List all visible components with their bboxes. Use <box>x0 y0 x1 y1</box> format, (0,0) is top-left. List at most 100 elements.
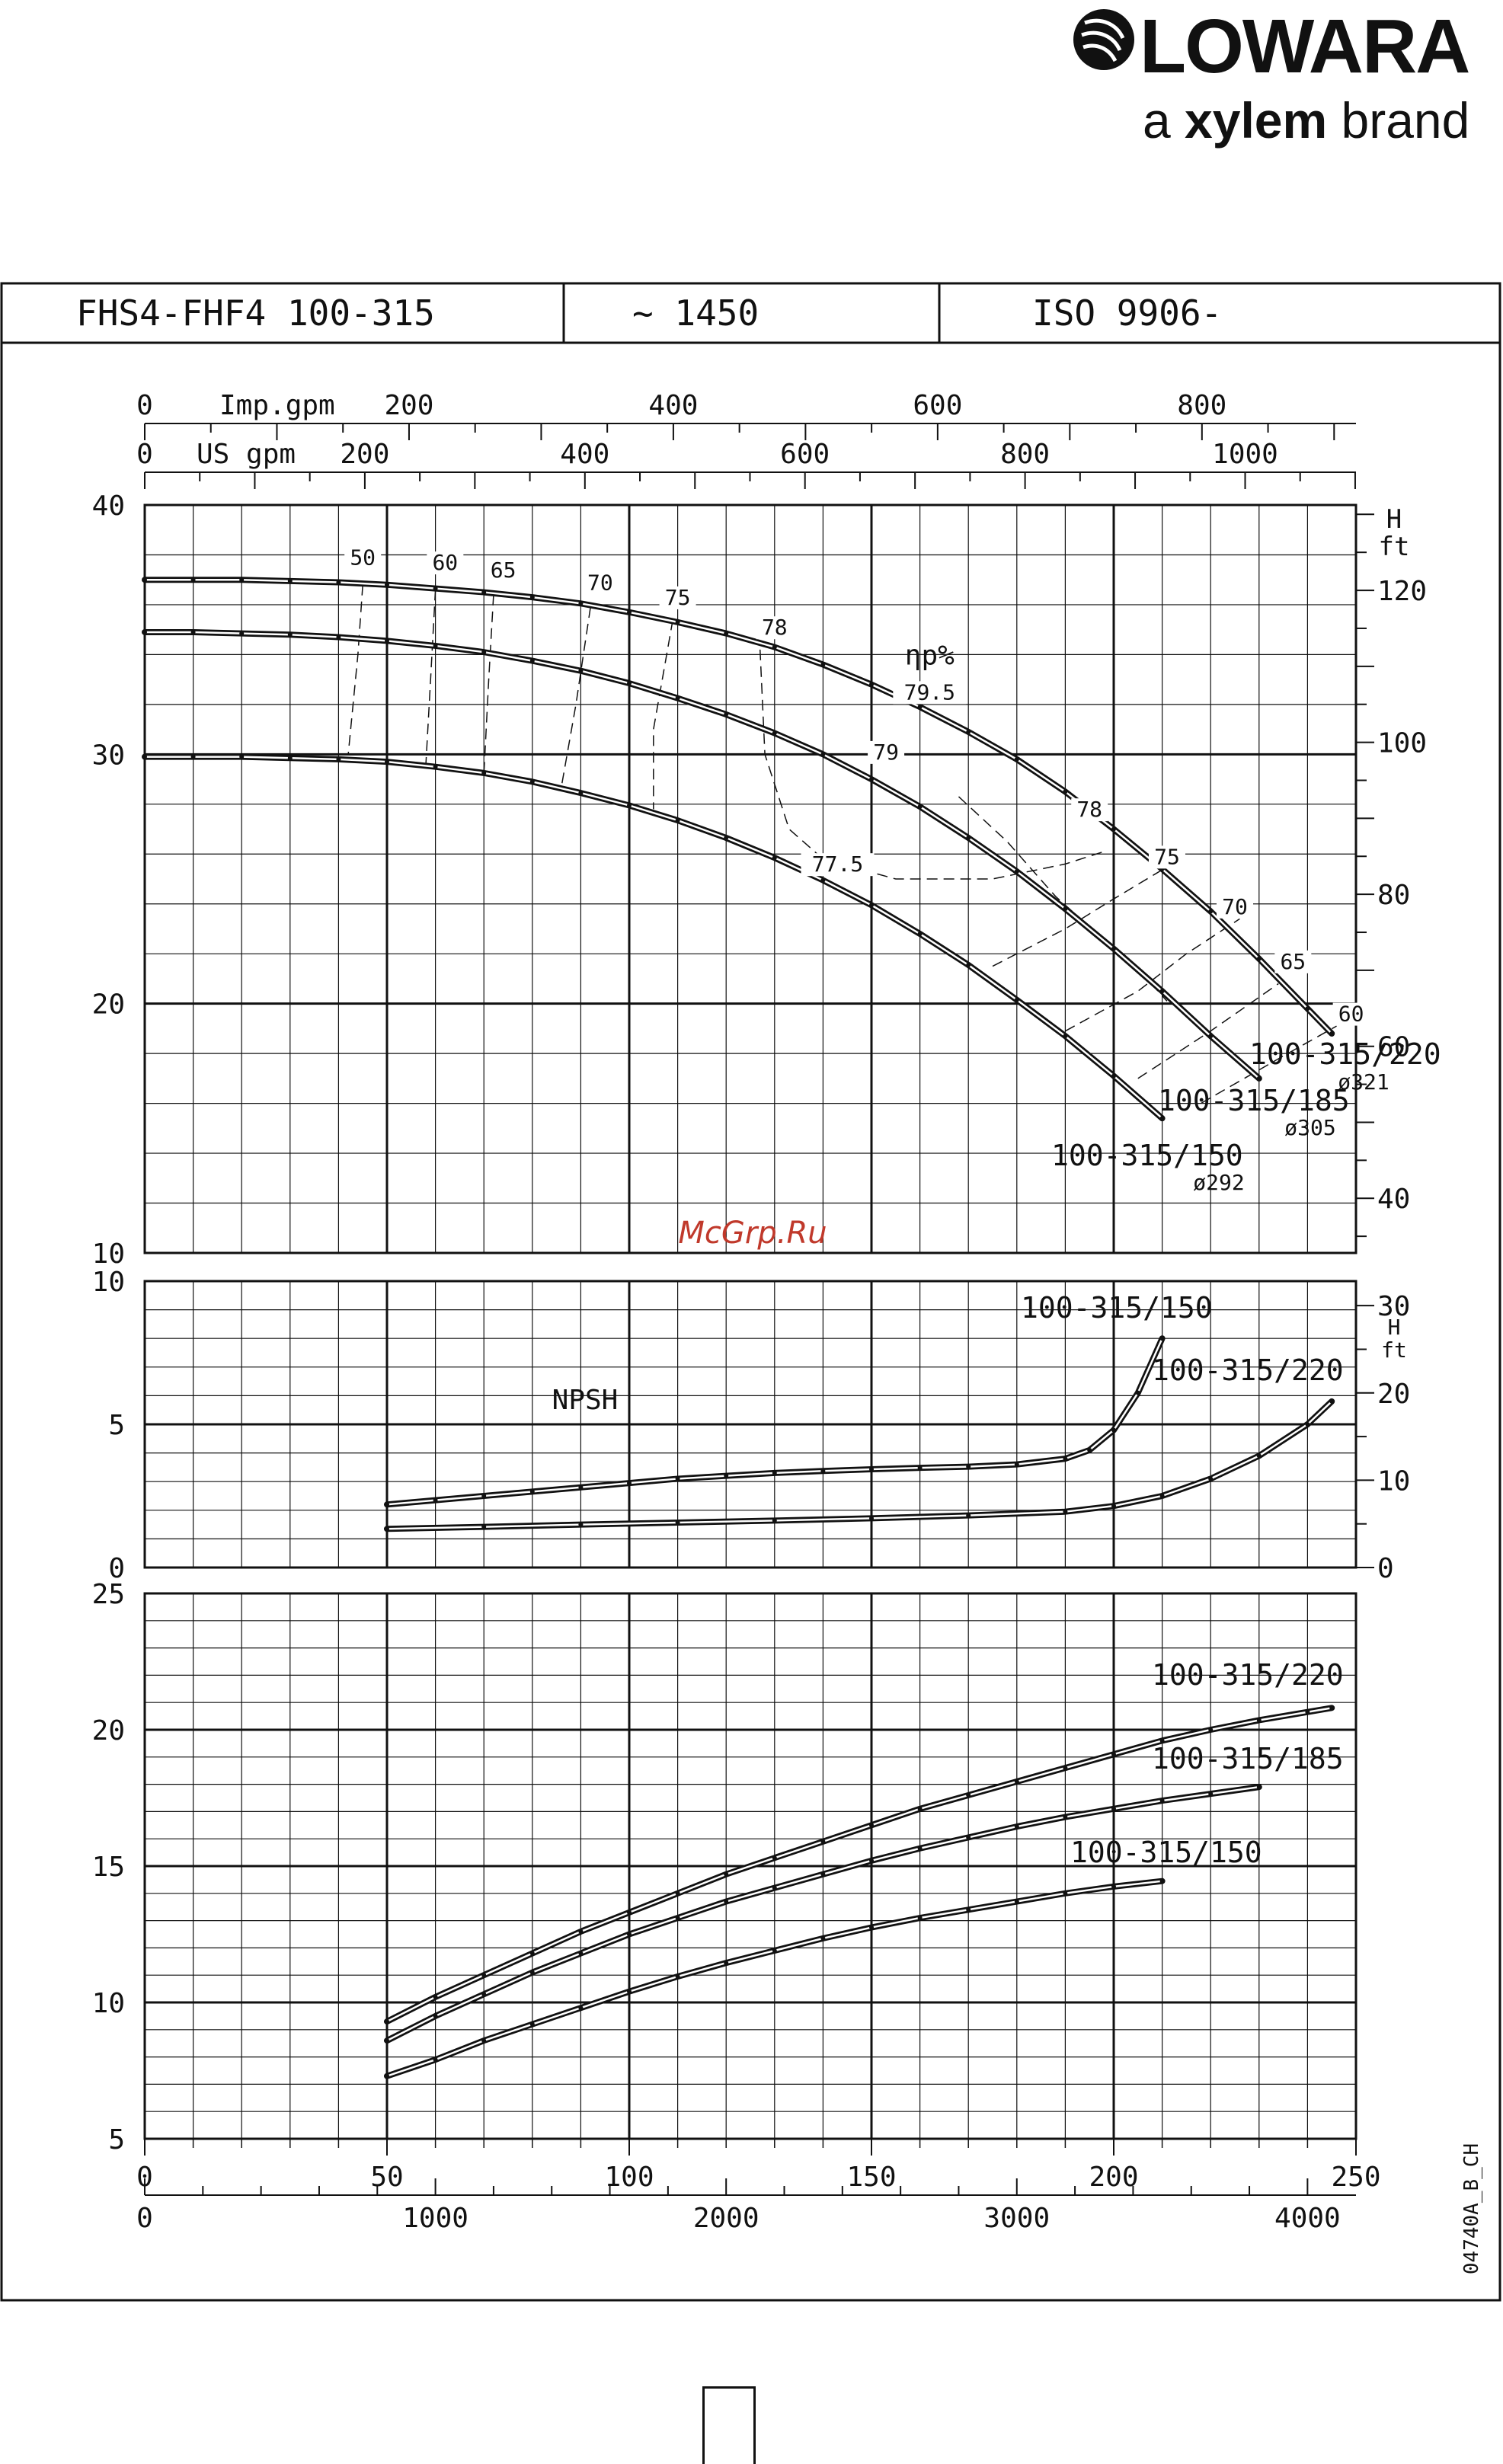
data-point <box>869 903 874 908</box>
data-point <box>1063 1034 1068 1039</box>
data-point <box>1135 1390 1140 1395</box>
data-point <box>917 705 923 710</box>
top-axis-unit-label: US gpm <box>197 439 296 470</box>
right-y-tick-label: 100 <box>1377 728 1427 759</box>
data-point <box>820 1468 826 1474</box>
npsh-curve-inner <box>386 1401 1333 1530</box>
data-point <box>1256 1075 1262 1081</box>
data-point <box>1208 1791 1214 1797</box>
data-point <box>481 770 487 775</box>
y-tick-label: 10 <box>92 1267 125 1298</box>
data-point <box>772 730 777 736</box>
data-point <box>1063 1814 1068 1820</box>
right-axis-unit-bottom: ft <box>1379 532 1410 562</box>
data-point <box>772 1470 777 1475</box>
efficiency-contour <box>1137 983 1279 1079</box>
data-point <box>966 1464 971 1469</box>
y-tick-label: 30 <box>92 740 125 771</box>
data-point <box>1305 1422 1310 1427</box>
efficiency-label: 70 <box>587 570 613 595</box>
data-point <box>675 1890 680 1896</box>
top-axis-tick-label: 800 <box>1177 390 1226 421</box>
data-point <box>772 644 777 650</box>
data-point <box>1159 1878 1165 1884</box>
series-label: 100-315/185 <box>1158 1084 1350 1117</box>
data-point <box>287 578 293 583</box>
data-point <box>1159 1494 1165 1498</box>
data-point <box>433 1994 438 1999</box>
data-point <box>190 754 196 759</box>
efficiency-label-bg <box>484 558 522 582</box>
data-point <box>142 629 147 634</box>
efficiency-contour <box>653 619 673 810</box>
data-point <box>239 631 245 636</box>
data-point <box>385 1526 389 1532</box>
data-point <box>772 1518 777 1523</box>
efficiency-contour <box>483 594 494 775</box>
data-point <box>1208 1476 1214 1481</box>
data-point <box>627 681 632 686</box>
top-axis-tick-label: 200 <box>384 390 433 421</box>
data-point <box>1063 906 1068 912</box>
data-point <box>627 1932 632 1937</box>
data-point <box>724 711 729 717</box>
data-point <box>1111 1806 1116 1811</box>
head-curve-inner <box>145 756 1163 1120</box>
data-point <box>1087 1447 1092 1453</box>
data-point <box>578 791 584 796</box>
efficiency-label-bg <box>868 740 905 764</box>
data-point <box>481 1524 487 1529</box>
data-point <box>481 650 487 655</box>
top-axis-tick-label: 600 <box>780 439 830 470</box>
data-point <box>966 1513 971 1518</box>
efficiency-contour <box>1065 918 1240 1032</box>
data-point <box>966 962 971 967</box>
data-point <box>578 601 584 606</box>
data-point <box>385 2073 389 2079</box>
efficiency-label: 78 <box>1076 797 1102 822</box>
data-point <box>1063 1766 1068 1771</box>
data-point <box>869 1467 874 1472</box>
data-point <box>772 1885 777 1890</box>
data-point <box>433 2057 438 2063</box>
data-point <box>966 1792 971 1798</box>
data-point <box>433 2013 438 2018</box>
efficiency-contour <box>958 796 1168 1002</box>
head-curve-inner <box>145 631 1260 1079</box>
data-point <box>433 764 438 769</box>
y-tick-label: 5 <box>108 1410 125 1441</box>
top-axis-tick-label: 0 <box>136 439 153 470</box>
data-point <box>1063 1509 1068 1514</box>
data-point <box>1111 1884 1116 1889</box>
y-tick-label: 40 <box>92 491 125 522</box>
series-label: 100-315/150 <box>1021 1291 1213 1325</box>
data-point <box>869 1823 874 1828</box>
y-tick-label: 10 <box>92 1238 125 1270</box>
data-point <box>1063 1890 1068 1896</box>
data-point <box>869 1925 874 1930</box>
data-point <box>578 1484 584 1490</box>
data-point <box>869 777 874 782</box>
series-label: 100-315/185 <box>1152 1742 1344 1775</box>
plot-frame <box>143 1592 1357 2140</box>
efficiency-contour <box>759 649 1105 880</box>
x-tick-label: 0 <box>136 2162 153 2193</box>
data-point <box>772 1948 777 1953</box>
top-axis-tick-label: 600 <box>913 390 962 421</box>
right-y-tick-label: 40 <box>1377 1184 1410 1215</box>
efficiency-label: 75 <box>1154 844 1180 869</box>
data-point <box>869 1516 874 1521</box>
impeller-diameter-label: ø305 <box>1284 1115 1335 1140</box>
series-label: 100-315/220 <box>1152 1353 1344 1387</box>
data-point <box>1208 1034 1214 1039</box>
data-point <box>820 1935 826 1941</box>
npsh-curve <box>384 1398 1335 1532</box>
y-tick-label: 20 <box>92 1715 125 1747</box>
top-axis-tick-label: 400 <box>560 439 609 470</box>
model-label: FHS4-FHF4 100-315 <box>76 292 435 334</box>
data-point <box>190 629 196 634</box>
data-point <box>190 577 196 583</box>
efficiency-label: 60 <box>1338 1002 1364 1027</box>
data-point <box>1208 909 1214 914</box>
efficiency-label: 78 <box>762 615 788 640</box>
